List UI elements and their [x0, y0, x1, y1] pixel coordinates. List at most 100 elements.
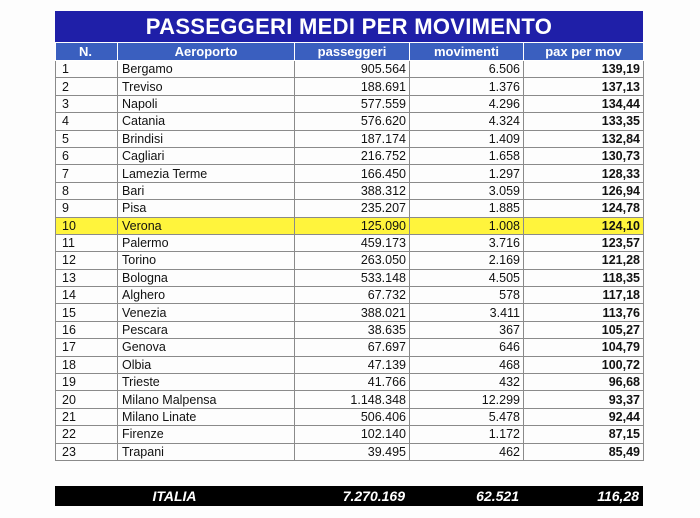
- table-row: 9 Pisa 235.207 1.885 124,78: [55, 199, 644, 218]
- movements-cell: 3.716: [409, 233, 524, 253]
- table-row: 14 Alghero 67.732 578 117,18: [55, 286, 644, 305]
- pax-per-mov-cell: 132,84: [523, 129, 644, 148]
- movements-cell: 3.411: [409, 303, 524, 322]
- rank-cell: 23: [55, 442, 118, 461]
- airport-cell: Olbia: [117, 355, 295, 375]
- movements-cell: 4.505: [409, 268, 524, 288]
- rank-cell: 8: [55, 181, 118, 201]
- airport-cell: Pescara: [117, 320, 295, 340]
- pax-per-mov-cell: 96,68: [523, 373, 644, 392]
- pax-per-mov-cell: 105,27: [523, 320, 644, 340]
- table-row: 21 Milano Linate 506.406 5.478 92,44: [55, 407, 644, 427]
- movements-cell: 1.172: [409, 425, 524, 444]
- passengers-cell: 41.766: [294, 373, 410, 392]
- movements-cell: 1.008: [409, 216, 524, 235]
- table-row: 13 Bologna 533.148 4.505 118,35: [55, 268, 644, 288]
- header-rank: N.: [55, 42, 118, 61]
- movements-cell: 4.324: [409, 112, 524, 131]
- rank-cell: 11: [55, 233, 118, 253]
- pax-per-mov-cell: 123,57: [523, 233, 644, 253]
- pax-per-mov-cell: 113,76: [523, 303, 644, 322]
- rank-cell: 19: [55, 373, 118, 392]
- rank-cell: 20: [55, 390, 118, 409]
- passengers-cell: 125.090: [294, 216, 410, 235]
- rank-cell: 1: [55, 59, 118, 79]
- total-passengers: 7.270.169: [342, 488, 405, 504]
- movements-cell: 1.409: [409, 129, 524, 148]
- movements-cell: 462: [409, 442, 524, 461]
- passengers-cell: 38.635: [294, 320, 410, 340]
- airport-cell: Cagliari: [117, 146, 295, 166]
- movements-cell: 468: [409, 355, 524, 375]
- movements-cell: 646: [409, 338, 524, 357]
- total-pax-per-mov: 116,28: [597, 488, 639, 504]
- passengers-cell: 577.559: [294, 94, 410, 114]
- passengers-cell: 388.021: [294, 303, 410, 322]
- movements-cell: 1.658: [409, 146, 524, 166]
- passengers-cell: 905.564: [294, 59, 410, 79]
- passengers-cell: 1.148.348: [294, 390, 410, 409]
- table-row: 3 Napoli 577.559 4.296 134,44: [55, 94, 644, 114]
- table-row: 10 Verona 125.090 1.008 124,10: [55, 216, 644, 235]
- airport-cell: Treviso: [117, 77, 295, 96]
- table-row: 1 Bergamo 905.564 6.506 139,19: [55, 59, 644, 79]
- table-row: 23 Trapani 39.495 462 85,49: [55, 442, 644, 461]
- table-row: 20 Milano Malpensa 1.148.348 12.299 93,37: [55, 390, 644, 409]
- rank-cell: 9: [55, 199, 118, 218]
- passengers-cell: 576.620: [294, 112, 410, 131]
- passengers-cell: 187.174: [294, 129, 410, 148]
- passengers-cell: 102.140: [294, 425, 410, 444]
- rank-cell: 2: [55, 77, 118, 96]
- airport-table: N. Aeroporto passeggeri movimenti pax pe…: [55, 42, 644, 461]
- pax-per-mov-cell: 139,19: [523, 59, 644, 79]
- rank-cell: 16: [55, 320, 118, 340]
- pax-per-mov-cell: 133,35: [523, 112, 644, 131]
- airport-cell: Catania: [117, 112, 295, 131]
- movements-cell: 1.885: [409, 199, 524, 218]
- passengers-cell: 388.312: [294, 181, 410, 201]
- rank-cell: 12: [55, 251, 118, 270]
- passengers-cell: 188.691: [294, 77, 410, 96]
- table-row: 18 Olbia 47.139 468 100,72: [55, 355, 644, 375]
- rank-cell: 6: [55, 146, 118, 166]
- passengers-cell: 263.050: [294, 251, 410, 270]
- pax-per-mov-cell: 118,35: [523, 268, 644, 288]
- rank-cell: 4: [55, 112, 118, 131]
- rank-cell: 7: [55, 164, 118, 183]
- rank-cell: 17: [55, 338, 118, 357]
- passengers-cell: 216.752: [294, 146, 410, 166]
- passengers-cell: 459.173: [294, 233, 410, 253]
- movements-cell: 12.299: [409, 390, 524, 409]
- pax-per-mov-cell: 87,15: [523, 425, 644, 444]
- passengers-cell: 47.139: [294, 355, 410, 375]
- total-label: ITALIA: [152, 488, 197, 504]
- rank-cell: 14: [55, 286, 118, 305]
- airport-cell: Milano Linate: [117, 407, 295, 427]
- table-row: 5 Brindisi 187.174 1.409 132,84: [55, 129, 644, 148]
- header-passengers: passeggeri: [294, 42, 410, 61]
- airport-cell: Milano Malpensa: [117, 390, 295, 409]
- airport-cell: Trapani: [117, 442, 295, 461]
- table-row: 17 Genova 67.697 646 104,79: [55, 338, 644, 357]
- passengers-cell: 235.207: [294, 199, 410, 218]
- table-row: 12 Torino 263.050 2.169 121,28: [55, 251, 644, 270]
- pax-per-mov-cell: 104,79: [523, 338, 644, 357]
- pax-per-mov-cell: 92,44: [523, 407, 644, 427]
- table-row: 7 Lamezia Terme 166.450 1.297 128,33: [55, 164, 644, 183]
- movements-cell: 4.296: [409, 94, 524, 114]
- airport-cell: Genova: [117, 338, 295, 357]
- airport-cell: Bologna: [117, 268, 295, 288]
- movements-cell: 6.506: [409, 59, 524, 79]
- movements-cell: 5.478: [409, 407, 524, 427]
- airport-cell: Pisa: [117, 199, 295, 218]
- header-airport: Aeroporto: [117, 42, 295, 61]
- airport-cell: Alghero: [117, 286, 295, 305]
- passengers-cell: 39.495: [294, 442, 410, 461]
- rank-cell: 21: [55, 407, 118, 427]
- airport-cell: Trieste: [117, 373, 295, 392]
- passengers-cell: 533.148: [294, 268, 410, 288]
- pax-per-mov-cell: 137,13: [523, 77, 644, 96]
- airport-cell: Palermo: [117, 233, 295, 253]
- airport-cell: Verona: [117, 216, 295, 235]
